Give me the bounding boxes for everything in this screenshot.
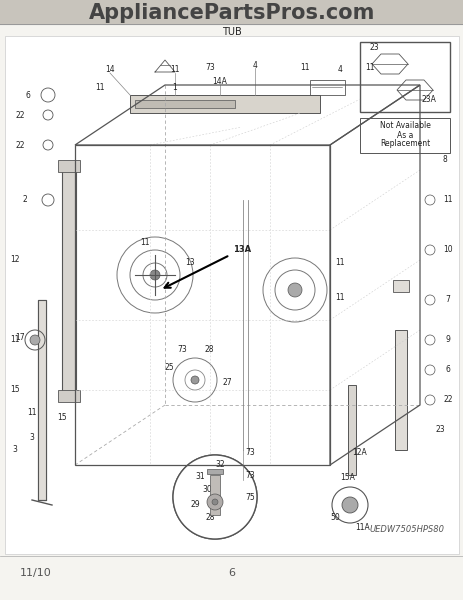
Text: 15A: 15A [339,473,354,482]
Bar [62,165,76,395]
Text: TUB: TUB [222,27,241,37]
Text: 32: 32 [215,460,225,469]
Text: 28: 28 [205,513,214,522]
Text: 27: 27 [223,378,232,387]
Text: 73: 73 [176,345,186,354]
Circle shape [341,497,357,513]
Text: Not Available: Not Available [379,121,430,130]
Text: 73: 73 [244,448,254,457]
Text: 22: 22 [15,140,25,149]
Circle shape [30,335,40,345]
Bar [5,36,458,554]
Text: 11A: 11A [354,523,369,532]
Text: 6: 6 [25,91,31,100]
Text: 14: 14 [105,65,114,74]
Text: 11: 11 [170,65,179,74]
Text: 31: 31 [195,472,204,481]
Bar [347,385,355,475]
Text: 25: 25 [165,363,174,372]
Text: 4: 4 [337,65,342,74]
Text: 75: 75 [244,493,254,502]
Text: 13: 13 [185,258,194,267]
Text: 11: 11 [27,408,37,417]
Text: 6: 6 [444,365,450,374]
Text: 7: 7 [444,295,450,304]
Bar [58,160,80,172]
Text: 11: 11 [334,258,344,267]
Text: 13A: 13A [232,245,250,254]
Bar [130,95,319,113]
Text: 14A: 14A [212,77,227,86]
Bar [309,80,344,95]
FancyBboxPatch shape [359,118,449,153]
Text: 9: 9 [444,335,450,344]
Text: 11/10: 11/10 [20,568,52,578]
Bar [394,330,406,450]
Text: 15: 15 [57,413,67,422]
Text: 29: 29 [190,500,200,509]
Circle shape [212,499,218,505]
Text: 23: 23 [369,43,379,52]
Circle shape [150,270,160,280]
Text: 50: 50 [329,513,339,522]
Text: 28: 28 [205,345,214,354]
Text: 11: 11 [300,64,309,73]
Text: 10: 10 [442,245,452,254]
Text: 30: 30 [202,485,212,494]
Text: 4: 4 [252,61,257,70]
Text: 3: 3 [30,433,34,442]
Text: AppliancePartsPros.com: AppliancePartsPros.com [88,3,375,23]
Text: 11: 11 [334,293,344,302]
Circle shape [206,494,223,510]
Bar [359,42,449,112]
Bar [206,469,223,474]
Text: 11: 11 [140,238,150,247]
Text: 8: 8 [442,155,446,164]
Bar [135,100,234,108]
Text: 11: 11 [95,83,105,92]
Circle shape [332,487,367,523]
Circle shape [288,283,301,297]
Bar [38,300,46,500]
Text: 22: 22 [442,395,452,404]
Bar [38,300,46,500]
Bar [392,280,408,292]
Text: 12: 12 [10,256,20,265]
Text: 11: 11 [442,196,452,205]
Text: 3: 3 [13,445,18,455]
Circle shape [191,376,199,384]
Text: 23A: 23A [421,95,436,104]
Text: 22: 22 [15,110,25,119]
Text: 15: 15 [10,385,20,395]
Text: 17: 17 [15,333,25,342]
Text: 2: 2 [23,196,27,205]
Text: 12A: 12A [352,448,367,457]
Bar [0,0,463,24]
Text: Replacement: Replacement [379,139,429,148]
Text: UEDW7505HPS80: UEDW7505HPS80 [369,526,444,535]
Text: 23: 23 [434,425,444,434]
Text: 1: 1 [172,83,177,92]
Bar [210,475,219,515]
Text: 73: 73 [205,64,214,73]
Bar [58,390,80,402]
Circle shape [173,455,257,539]
Text: 11: 11 [364,64,374,73]
Text: 6: 6 [228,568,235,578]
Text: 11: 11 [10,335,20,344]
Text: 73: 73 [244,471,254,480]
Text: As a: As a [396,130,412,139]
